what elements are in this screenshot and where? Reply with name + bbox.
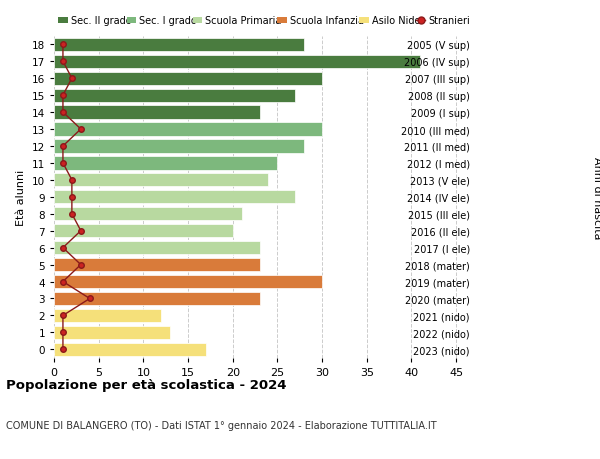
Bar (54, 140, 304, 153)
Bar (54, 191, 295, 204)
Bar (54, 207, 242, 221)
Text: Popolazione per età scolastica - 2024: Popolazione per età scolastica - 2024 (6, 379, 287, 392)
Bar (54, 275, 322, 289)
Bar (54, 292, 260, 305)
Legend: Sec. II grado, Sec. I grado, Scuola Primaria, Scuola Infanzia, Asilo Nido, Stran: Sec. II grado, Sec. I grado, Scuola Prim… (54, 12, 474, 30)
Bar (54, 241, 260, 255)
Bar (54, 90, 295, 102)
Bar (54, 326, 170, 339)
Bar (54, 309, 161, 322)
Bar (54, 123, 322, 136)
Text: COMUNE DI BALANGERO (TO) - Dati ISTAT 1° gennaio 2024 - Elaborazione TUTTITALIA.: COMUNE DI BALANGERO (TO) - Dati ISTAT 1°… (6, 420, 437, 430)
Bar (54, 343, 206, 356)
Bar (54, 224, 233, 238)
Bar (54, 56, 421, 69)
Bar (54, 106, 260, 119)
Bar (54, 258, 260, 272)
Bar (54, 39, 304, 52)
Y-axis label: Età alunni: Età alunni (16, 169, 26, 225)
Bar (54, 174, 268, 187)
Text: Anni di nascita: Anni di nascita (592, 156, 600, 239)
Bar (54, 73, 322, 85)
Bar (54, 157, 277, 170)
